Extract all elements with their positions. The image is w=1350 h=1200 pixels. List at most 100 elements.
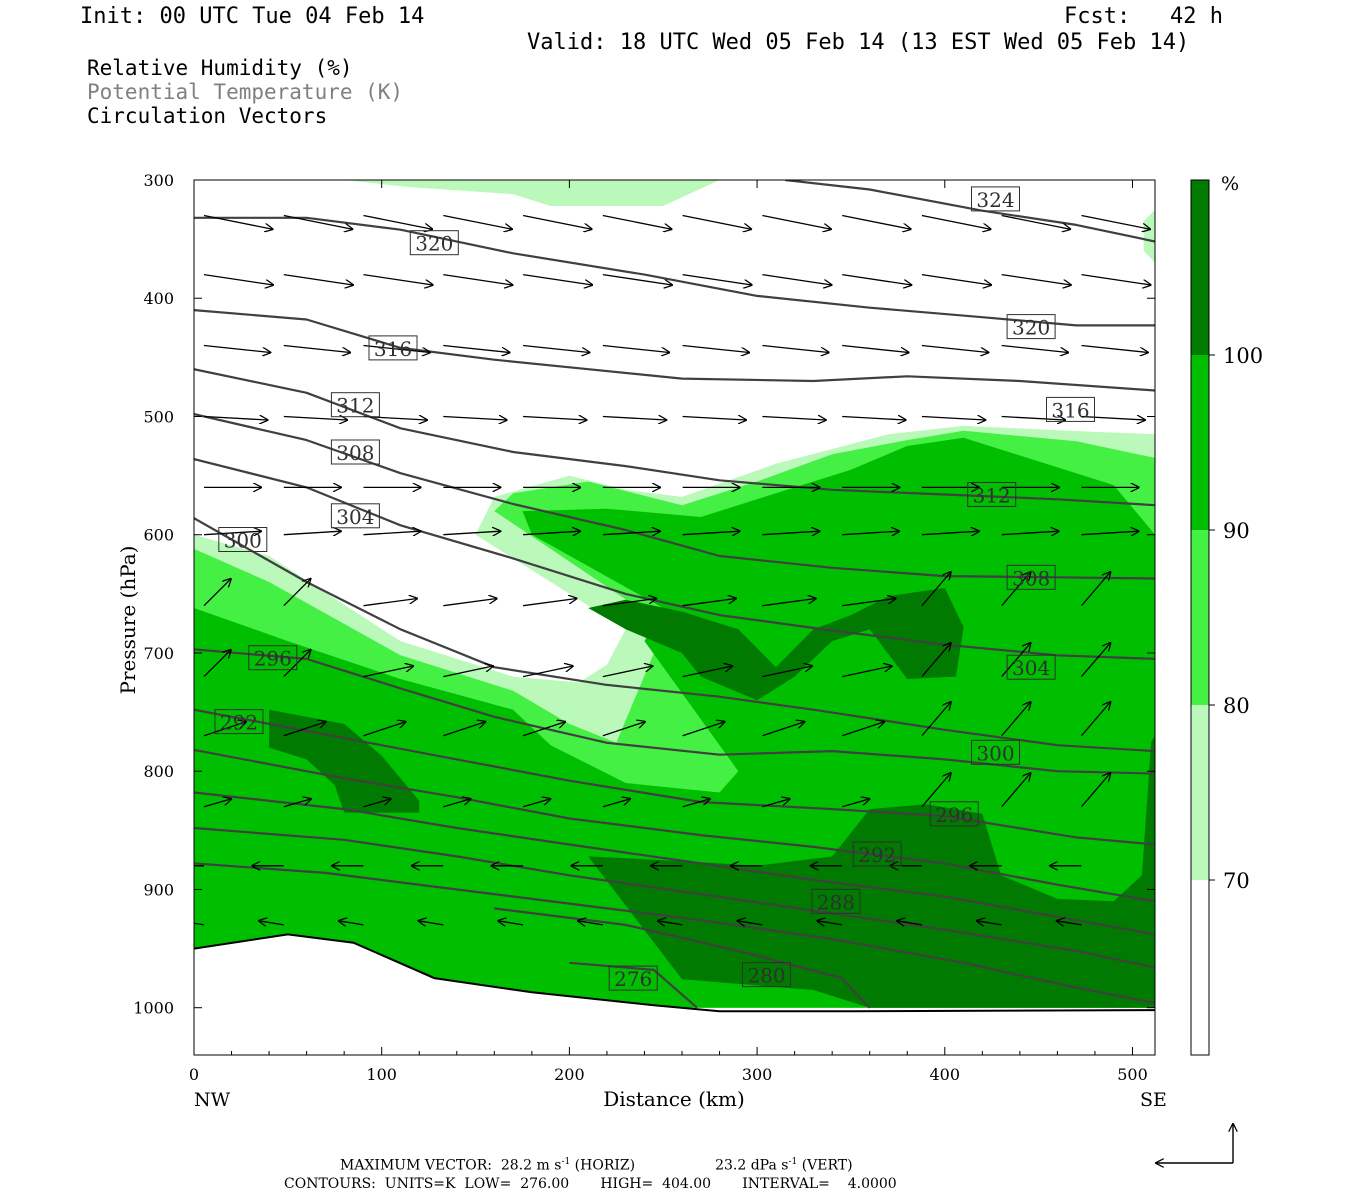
- horiz-unit: (HORIZ): [574, 1157, 636, 1174]
- circulation-vector: [602, 417, 667, 421]
- contour-label-320: 320: [1012, 316, 1050, 340]
- contour-label-box: [1006, 314, 1056, 340]
- circulation-vector: [1081, 417, 1146, 421]
- circulation-vector: [283, 722, 326, 737]
- contour-label-296: 296: [935, 803, 973, 827]
- circulation-vector: [259, 921, 284, 925]
- colorbar-label-100: 100: [1223, 344, 1263, 368]
- x-tick-label-500: 500: [1117, 1065, 1148, 1084]
- circulation-vector: [363, 344, 431, 353]
- contour-label-box: [214, 709, 264, 735]
- x-end-label-left: NW: [194, 1089, 231, 1111]
- circulation-vector: [523, 273, 592, 285]
- y-tick-label-300: 300: [143, 171, 174, 190]
- circulation-vector: [363, 273, 433, 285]
- circulation-vector: [842, 799, 869, 808]
- circulation-vector: [842, 417, 906, 421]
- circulation-vector: [203, 273, 273, 285]
- circulation-vector: [522, 799, 550, 808]
- contour-label-box: [852, 841, 902, 867]
- circulation-vector: [1001, 417, 1065, 421]
- y-tick-label-500: 500: [143, 407, 174, 426]
- colorbar-segment: [1191, 355, 1209, 530]
- circulation-vector: [1081, 643, 1111, 678]
- contour-label-292: 292: [220, 711, 258, 735]
- contour-label-box: [248, 645, 298, 671]
- circulation-vector: [921, 214, 991, 230]
- vert-exponent: -1: [788, 1157, 798, 1167]
- theta-contour-line-12: [194, 309, 1155, 392]
- circulation-vector: [921, 773, 951, 808]
- y-tick-label-700: 700: [143, 644, 174, 663]
- circulation-vector: [523, 531, 580, 535]
- colorbar-label-80: 80: [1223, 694, 1250, 718]
- circulation-vector: [682, 531, 740, 535]
- colorbar-unit: %: [1221, 173, 1239, 195]
- terrain-surface-line: [194, 933, 1155, 1013]
- circulation-vector: [443, 214, 512, 230]
- colorbar-segment: [1191, 530, 1209, 705]
- contour-label-box: [1006, 564, 1056, 590]
- circulation-vector: [523, 344, 589, 353]
- circulation-vector: [443, 344, 509, 353]
- circulation-vector: [443, 666, 493, 678]
- circulation-vector: [1001, 344, 1068, 353]
- rh-region-70-1: [344, 180, 720, 206]
- circulation-vector: [921, 417, 986, 421]
- circulation-vector: [658, 921, 683, 925]
- contour-label-box: [368, 335, 418, 361]
- contour-label-box: [608, 965, 658, 991]
- contour-label-288: 288: [817, 890, 855, 914]
- circulation-vector: [842, 666, 892, 678]
- circulation-vector: [283, 417, 348, 421]
- circulation-vector: [443, 531, 500, 535]
- horiz-value: 28.2 m s: [500, 1157, 562, 1174]
- circulation-vector: [921, 643, 951, 678]
- circulation-vector: [283, 531, 341, 535]
- circulation-vector: [1081, 531, 1139, 535]
- circulation-vector: [602, 531, 660, 535]
- theta-contour-line-5: [194, 748, 1155, 903]
- contour-label-box: [330, 503, 380, 529]
- terrain-below-ground: [194, 934, 1155, 1055]
- circulation-vector: [1001, 214, 1071, 230]
- theta-contour-324: [785, 180, 1155, 243]
- circulation-vector: [817, 921, 843, 925]
- theta-contour-308: [194, 458, 1155, 660]
- circulation-vector: [363, 531, 421, 535]
- y-tick-label-900: 900: [143, 880, 174, 899]
- circulation-vector: [682, 666, 733, 678]
- circulation-vector: [283, 344, 350, 353]
- circulation-vector: [443, 722, 485, 737]
- circulation-vector: [977, 921, 1002, 925]
- circulation-vector: [443, 417, 507, 421]
- contour-label-box: [409, 230, 459, 256]
- theta-contour-320: [194, 216, 1155, 327]
- circulation-vector: [203, 722, 246, 737]
- circulation-vector: [842, 531, 899, 535]
- circulation-vector: [1001, 702, 1031, 737]
- circulation-vector: [921, 702, 951, 737]
- contour-label-box: [971, 186, 1020, 212]
- circulation-vector: [523, 417, 587, 421]
- circulation-vector: [602, 214, 672, 230]
- theta-contour-312: [194, 413, 1155, 580]
- contour-label-276: 276: [614, 967, 652, 991]
- vert-unit: (VERT): [801, 1157, 853, 1174]
- circulation-vector: [443, 799, 470, 808]
- contour-label-box: [971, 739, 1020, 765]
- circulation-vector: [363, 722, 406, 737]
- contour-label-280: 280: [747, 964, 785, 988]
- x-tick-label-100: 100: [366, 1065, 397, 1084]
- theta-contour-line-3: [194, 826, 1155, 969]
- circulation-vector: [443, 273, 512, 285]
- contour-label-324: 324: [976, 188, 1014, 212]
- theta-contour-276: [569, 961, 698, 1009]
- circulation-vector: [203, 417, 268, 421]
- circulation-vector: [682, 344, 750, 353]
- contour-label-box: [1006, 654, 1056, 680]
- circulation-vector: [1001, 273, 1071, 285]
- circulation-vector: [682, 599, 737, 607]
- contour-label-316: 316: [374, 337, 412, 361]
- theta-contour-304: [194, 517, 1155, 753]
